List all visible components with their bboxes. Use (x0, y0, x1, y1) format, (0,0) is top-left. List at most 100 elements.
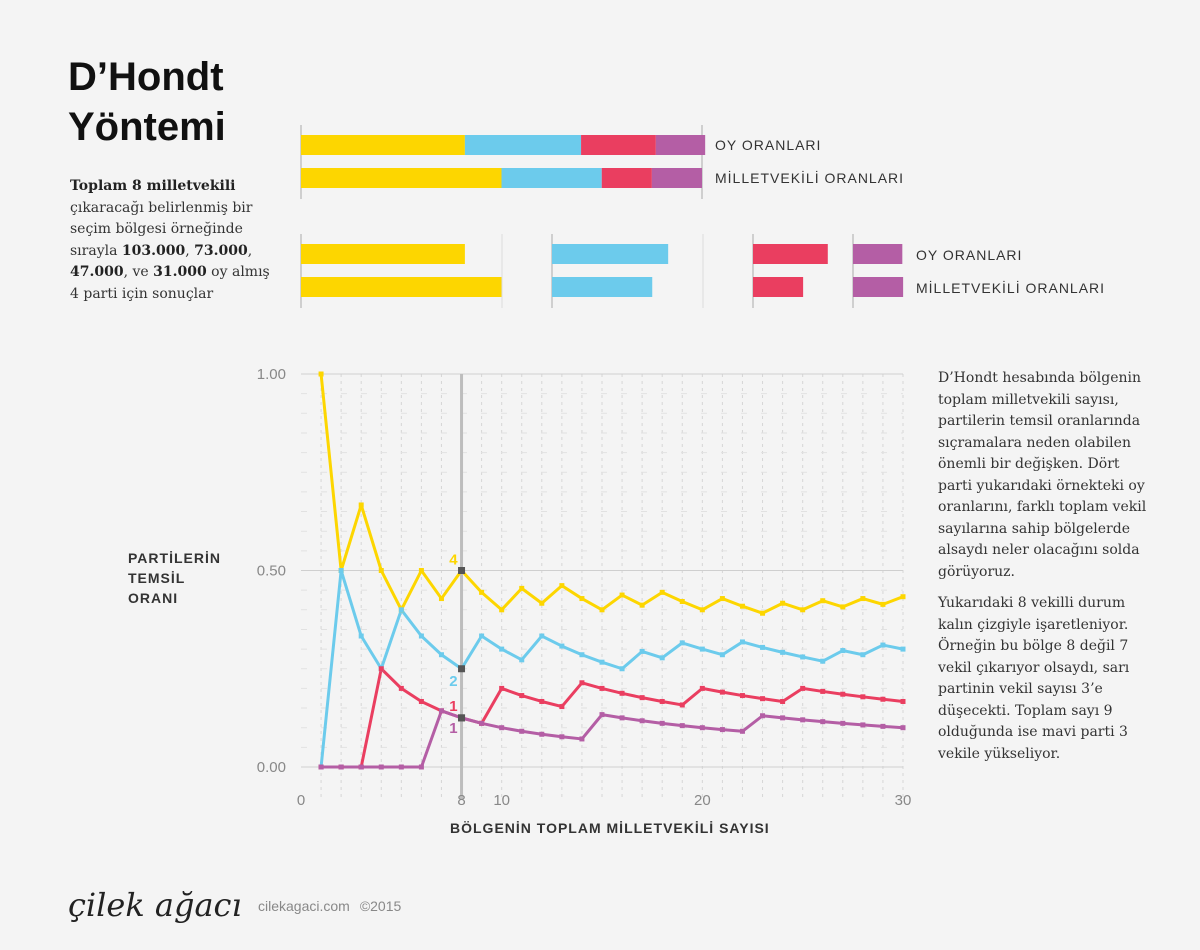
title-line-2: Yöntemi (68, 105, 226, 149)
data-point-party-2 (739, 639, 745, 645)
data-point-party-1 (739, 603, 745, 609)
copyright: ©2015 (359, 898, 402, 914)
y-axis-label: PARTİLERİN TEMSİL ORANI (128, 548, 238, 608)
page-title: D’Hondt Yöntemi (68, 52, 226, 152)
stacked-seat-bar-segment-party-1 (301, 168, 502, 188)
data-point-party-4 (619, 715, 625, 721)
data-point-party-1 (719, 596, 725, 602)
data-point-party-2 (499, 646, 505, 652)
data-point-party-2 (438, 652, 444, 658)
stacked-vote-bar-segment-party-1 (301, 135, 465, 155)
data-point-party-2 (900, 646, 906, 652)
stacked-seat-bar-segment-party-3 (601, 168, 652, 188)
footer-credit: cilekagaci.com ©2015 (258, 898, 401, 914)
data-point-party-1 (318, 371, 324, 377)
data-point-party-4 (679, 723, 685, 729)
data-point-party-1 (760, 610, 766, 616)
data-point-party-4 (820, 719, 826, 725)
data-point-party-1 (519, 585, 525, 591)
data-point-party-1 (780, 600, 786, 606)
data-point-party-4 (760, 713, 766, 719)
data-point-party-2 (760, 644, 766, 650)
data-point-party-2 (559, 643, 565, 649)
data-point-party-3 (880, 696, 886, 702)
data-point-party-2 (358, 633, 364, 639)
data-point-party-4 (579, 736, 585, 742)
data-point-party-2 (338, 568, 344, 573)
data-point-party-4 (559, 734, 565, 740)
data-point-party-1 (599, 607, 605, 613)
y-tick-label: 0.00 (257, 759, 286, 776)
stacked-vote-bar-label: OY ORANLARI (715, 137, 821, 153)
data-point-party-3 (800, 685, 806, 691)
highlight-marker-party-1 (458, 567, 466, 574)
data-point-party-3 (699, 685, 705, 691)
data-point-party-3 (760, 696, 766, 702)
data-point-party-4 (840, 720, 846, 726)
data-point-party-3 (679, 702, 685, 708)
data-point-party-4 (719, 727, 725, 733)
highlight-marker-party-4 (458, 714, 466, 722)
data-point-party-2 (699, 646, 705, 652)
intro-value-1: 103.000 (121, 242, 186, 259)
data-point-party-1 (880, 601, 886, 607)
explanation-text: D’Hondt hesabında bölgenin toplam millet… (938, 368, 1148, 775)
data-point-party-3 (719, 689, 725, 695)
intro-text-end: oy almış 4 parti için sonuçlar (70, 264, 270, 302)
intro-sep: , ve (123, 264, 154, 280)
data-point-party-2 (519, 657, 525, 663)
data-point-party-3 (599, 685, 605, 691)
data-point-party-1 (438, 596, 444, 602)
data-point-party-3 (398, 685, 404, 691)
y-tick-label: 1.00 (257, 366, 286, 383)
data-point-party-2 (479, 633, 485, 639)
seat-count-party-2: 2 (449, 673, 457, 690)
data-point-party-2 (780, 649, 786, 655)
data-point-party-2 (619, 666, 625, 672)
data-point-party-1 (679, 599, 685, 605)
data-point-party-2 (579, 652, 585, 658)
data-point-party-3 (900, 698, 906, 704)
data-point-party-3 (860, 694, 866, 700)
party-4-vote-bar (853, 244, 903, 264)
party-bars-vote-label: OY ORANLARI (916, 247, 1022, 263)
x-tick-label: 10 (493, 792, 510, 809)
data-point-party-4 (639, 718, 645, 724)
x-tick-label: 20 (694, 792, 711, 809)
data-point-party-4 (880, 723, 886, 729)
data-point-party-4 (860, 722, 866, 728)
data-point-party-1 (860, 596, 866, 602)
title-line-1: D’Hondt (68, 55, 224, 99)
data-point-party-1 (659, 589, 665, 595)
data-point-party-3 (519, 693, 525, 699)
data-point-party-4 (398, 764, 404, 770)
stacked-seat-bar-segment-party-2 (501, 168, 602, 188)
data-point-party-4 (699, 725, 705, 731)
stacked-vote-bar-segment-party-2 (464, 135, 582, 155)
data-point-party-2 (599, 659, 605, 665)
intro-value-4: 31.000 (153, 264, 207, 280)
data-point-party-1 (559, 583, 565, 589)
stacked-vote-bar-segment-party-3 (581, 135, 656, 155)
series-line-party-4 (321, 709, 904, 769)
data-point-party-2 (800, 654, 806, 660)
data-point-party-4 (318, 764, 324, 770)
data-point-party-2 (398, 607, 404, 613)
party-3-vote-bar (753, 244, 828, 264)
party-4-seat-bar (853, 277, 904, 297)
y-axis-label-line-1: PARTİLERİN (128, 550, 221, 566)
data-point-party-4 (780, 715, 786, 721)
data-point-party-3 (559, 704, 565, 710)
data-point-party-4 (659, 720, 665, 726)
data-point-party-3 (739, 693, 745, 699)
series-line-party-1 (319, 373, 904, 615)
data-point-party-2 (679, 640, 685, 646)
x-tick-label: 0 (297, 792, 305, 809)
data-point-party-2 (539, 633, 545, 639)
data-point-party-2 (639, 648, 645, 654)
data-point-party-4 (539, 731, 545, 737)
party-3-seat-bar (753, 277, 804, 297)
data-point-party-4 (800, 717, 806, 723)
seat-count-party-1: 4 (449, 552, 458, 569)
